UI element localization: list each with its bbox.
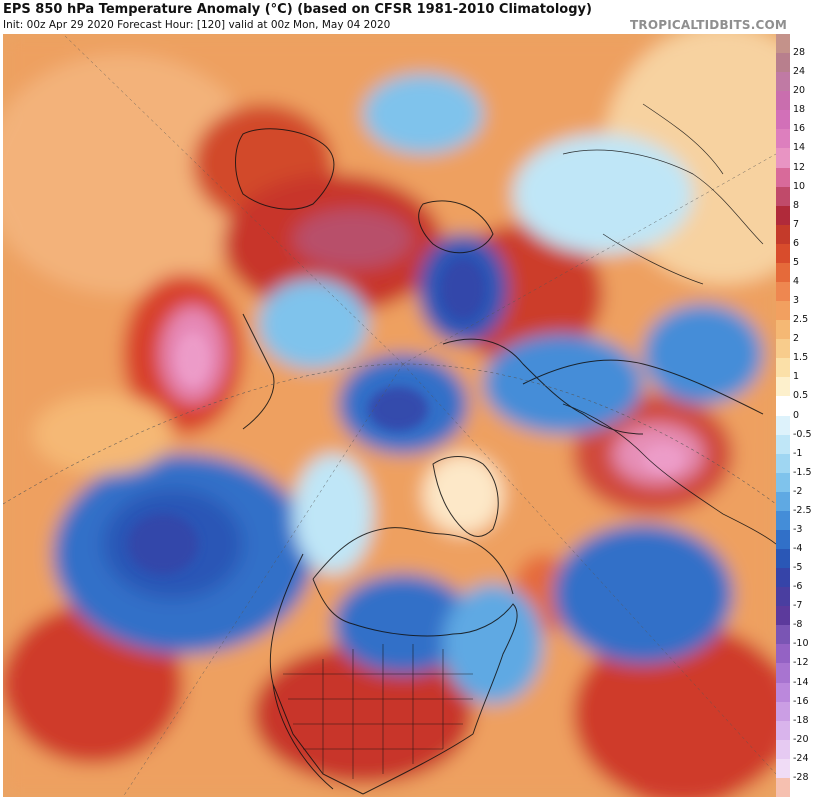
colorbar-label: 6	[793, 237, 800, 249]
colorbar-label: 28	[793, 47, 806, 59]
colorbar-label: 12	[793, 161, 806, 173]
colorbar-label: -18	[793, 714, 809, 726]
colorbar-swatch	[776, 663, 790, 684]
colorbar-label: 8	[793, 199, 800, 211]
colorbar-label: 2	[793, 333, 800, 345]
colorbar-label: -2.5	[793, 504, 812, 516]
colorbar-swatch	[776, 377, 790, 397]
colorbar-label: 0	[793, 409, 800, 421]
colorbar-label: 18	[793, 104, 806, 116]
colorbar-swatch	[776, 243, 790, 264]
colorbar-label: 1.5	[793, 352, 809, 364]
colorbar-swatch	[776, 568, 790, 588]
colorbar-swatch	[776, 415, 790, 436]
colorbar-swatch	[776, 701, 790, 722]
colorbar-label: 1	[793, 371, 800, 383]
colorbar-legend: 28 24 20 18 16 14 12 10 8 7 6 5 4 3 2.5 2 1.5 1 0.5 0 -0.5 -1…	[776, 34, 818, 798]
colorbar-swatch	[776, 148, 790, 168]
colorbar-label: 4	[793, 275, 800, 287]
colorbar-label: -14	[793, 676, 809, 688]
colorbar-label: -10	[793, 638, 809, 650]
colorbar-label: 2.5	[793, 314, 809, 326]
colorbar-swatch	[776, 262, 790, 283]
colorbar-swatch	[776, 320, 790, 340]
site-brand: TROPICALTIDBITS.COM	[630, 18, 787, 32]
coastlines	[3, 34, 776, 797]
colorbar-swatch	[776, 625, 790, 645]
colorbar-label: 10	[793, 180, 806, 192]
colorbar-label: -8	[793, 619, 803, 631]
colorbar-swatch	[776, 167, 790, 188]
colorbar-label: 3	[793, 295, 800, 307]
colorbar-swatch	[776, 34, 790, 54]
colorbar-swatch	[776, 491, 790, 512]
colorbar-label: -2	[793, 485, 803, 497]
colorbar-swatch	[776, 91, 790, 111]
colorbar-label: 5	[793, 256, 800, 268]
colorbar-label: -7	[793, 600, 803, 612]
colorbar-swatch	[776, 358, 790, 378]
colorbar-swatch	[776, 186, 790, 207]
colorbar-label: -3	[793, 523, 803, 535]
colorbar-label: -1	[793, 447, 803, 459]
colorbar-swatch	[776, 129, 790, 149]
colorbar-swatch	[776, 396, 790, 416]
anomaly-map-graphic	[3, 34, 776, 797]
colorbar-label: 20	[793, 85, 806, 97]
colorbar-swatch	[776, 777, 790, 798]
colorbar-label: -4	[793, 543, 803, 555]
colorbar-label: -16	[793, 695, 809, 707]
colorbar-label: -0.5	[793, 428, 812, 440]
colorbar-swatch	[776, 434, 790, 455]
colorbar-swatch	[776, 472, 790, 493]
anomaly-map	[3, 34, 776, 797]
colorbar-swatch	[776, 644, 790, 664]
colorbar-swatch	[776, 758, 790, 779]
colorbar-label: -20	[793, 733, 809, 745]
colorbar-swatch	[776, 224, 790, 245]
colorbar-label: -28	[793, 771, 809, 783]
colorbar-label: 0.5	[793, 390, 809, 402]
colorbar-swatch	[776, 510, 790, 531]
colorbar-swatch	[776, 720, 790, 741]
colorbar-swatch	[776, 301, 790, 321]
colorbar-label: 7	[793, 218, 800, 230]
colorbar-label: -6	[793, 581, 803, 593]
colorbar-swatch	[776, 453, 790, 474]
colorbar-label: -24	[793, 752, 809, 764]
colorbar-swatch	[776, 72, 790, 92]
map-header: EPS 850 hPa Temperature Anomaly (°C) (ba…	[0, 0, 819, 34]
colorbar-swatch	[776, 739, 790, 760]
colorbar-label: -5	[793, 562, 803, 574]
forecast-info: Init: 00z Apr 29 2020 Forecast Hour: [12…	[3, 19, 391, 31]
colorbar-swatch	[776, 281, 790, 302]
colorbar-label: 16	[793, 123, 806, 135]
colorbar-swatch	[776, 682, 790, 703]
colorbar-label: -1.5	[793, 466, 812, 478]
colorbar-swatch	[776, 205, 790, 226]
colorbar-label: 14	[793, 142, 806, 154]
colorbar-swatch	[776, 53, 790, 73]
colorbar-swatch	[776, 339, 790, 359]
colorbar-swatch	[776, 110, 790, 130]
colorbar-label: 24	[793, 66, 806, 78]
colorbar-swatch	[776, 587, 790, 607]
map-title: EPS 850 hPa Temperature Anomaly (°C) (ba…	[3, 2, 592, 17]
colorbar-label: -12	[793, 657, 809, 669]
colorbar-swatch	[776, 529, 790, 550]
colorbar-swatch	[776, 606, 790, 626]
colorbar-swatch	[776, 549, 790, 569]
